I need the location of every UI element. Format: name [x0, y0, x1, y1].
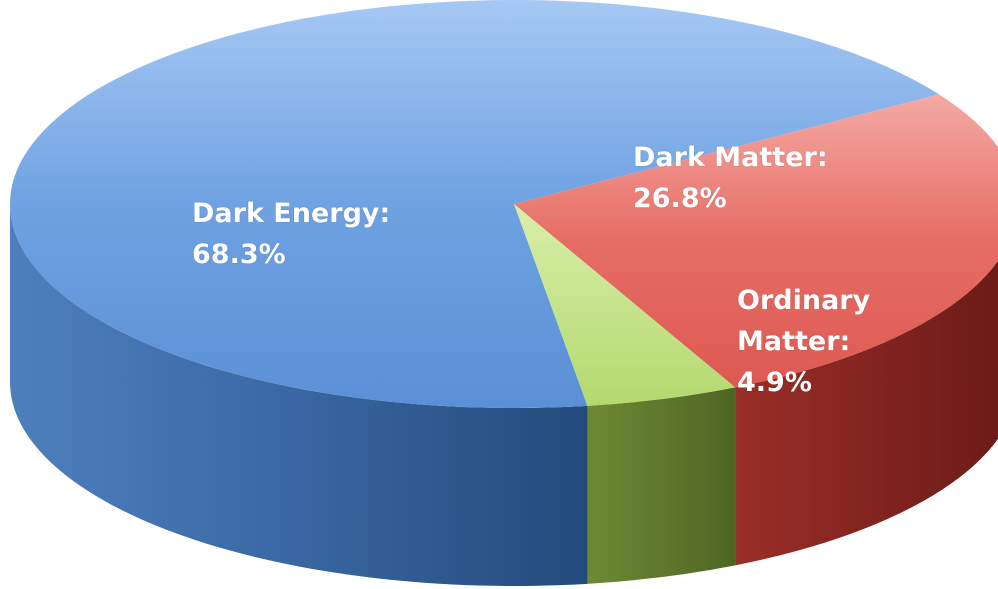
label-dark-matter-line-2: 26.8%	[633, 183, 727, 214]
label-ordinary-matter-line-3: 4.9%	[737, 367, 812, 398]
pie-slice-side-dark-matter	[735, 260, 998, 566]
pie-slice-side-dark-energy	[10, 204, 588, 587]
pie-slice-dark-matter	[514, 94, 998, 388]
label-dark-energy: Dark Energy: 68.3%	[192, 198, 390, 270]
pie-slice-ordinary-matter	[514, 204, 736, 406]
label-dark-energy-line-1: Dark Energy:	[192, 198, 390, 229]
pie-slice-side-ordinary-matter	[587, 387, 736, 584]
pie-slice-dark-energy	[10, 0, 940, 408]
label-ordinary-matter-line-1: Ordinary	[737, 285, 871, 316]
label-ordinary-matter-line-2: Matter:	[737, 326, 850, 357]
label-dark-energy-line-2: 68.3%	[192, 239, 286, 270]
label-ordinary-matter: Ordinary Matter: 4.9%	[737, 285, 871, 398]
label-dark-matter-line-1: Dark Matter:	[633, 142, 828, 173]
label-dark-matter: Dark Matter: 26.8%	[633, 142, 828, 214]
pie-sides	[10, 204, 998, 587]
pie-labels: Dark Energy: 68.3% Dark Matter: 26.8% Ordina…	[192, 142, 872, 399]
pie-tops	[10, 0, 998, 408]
